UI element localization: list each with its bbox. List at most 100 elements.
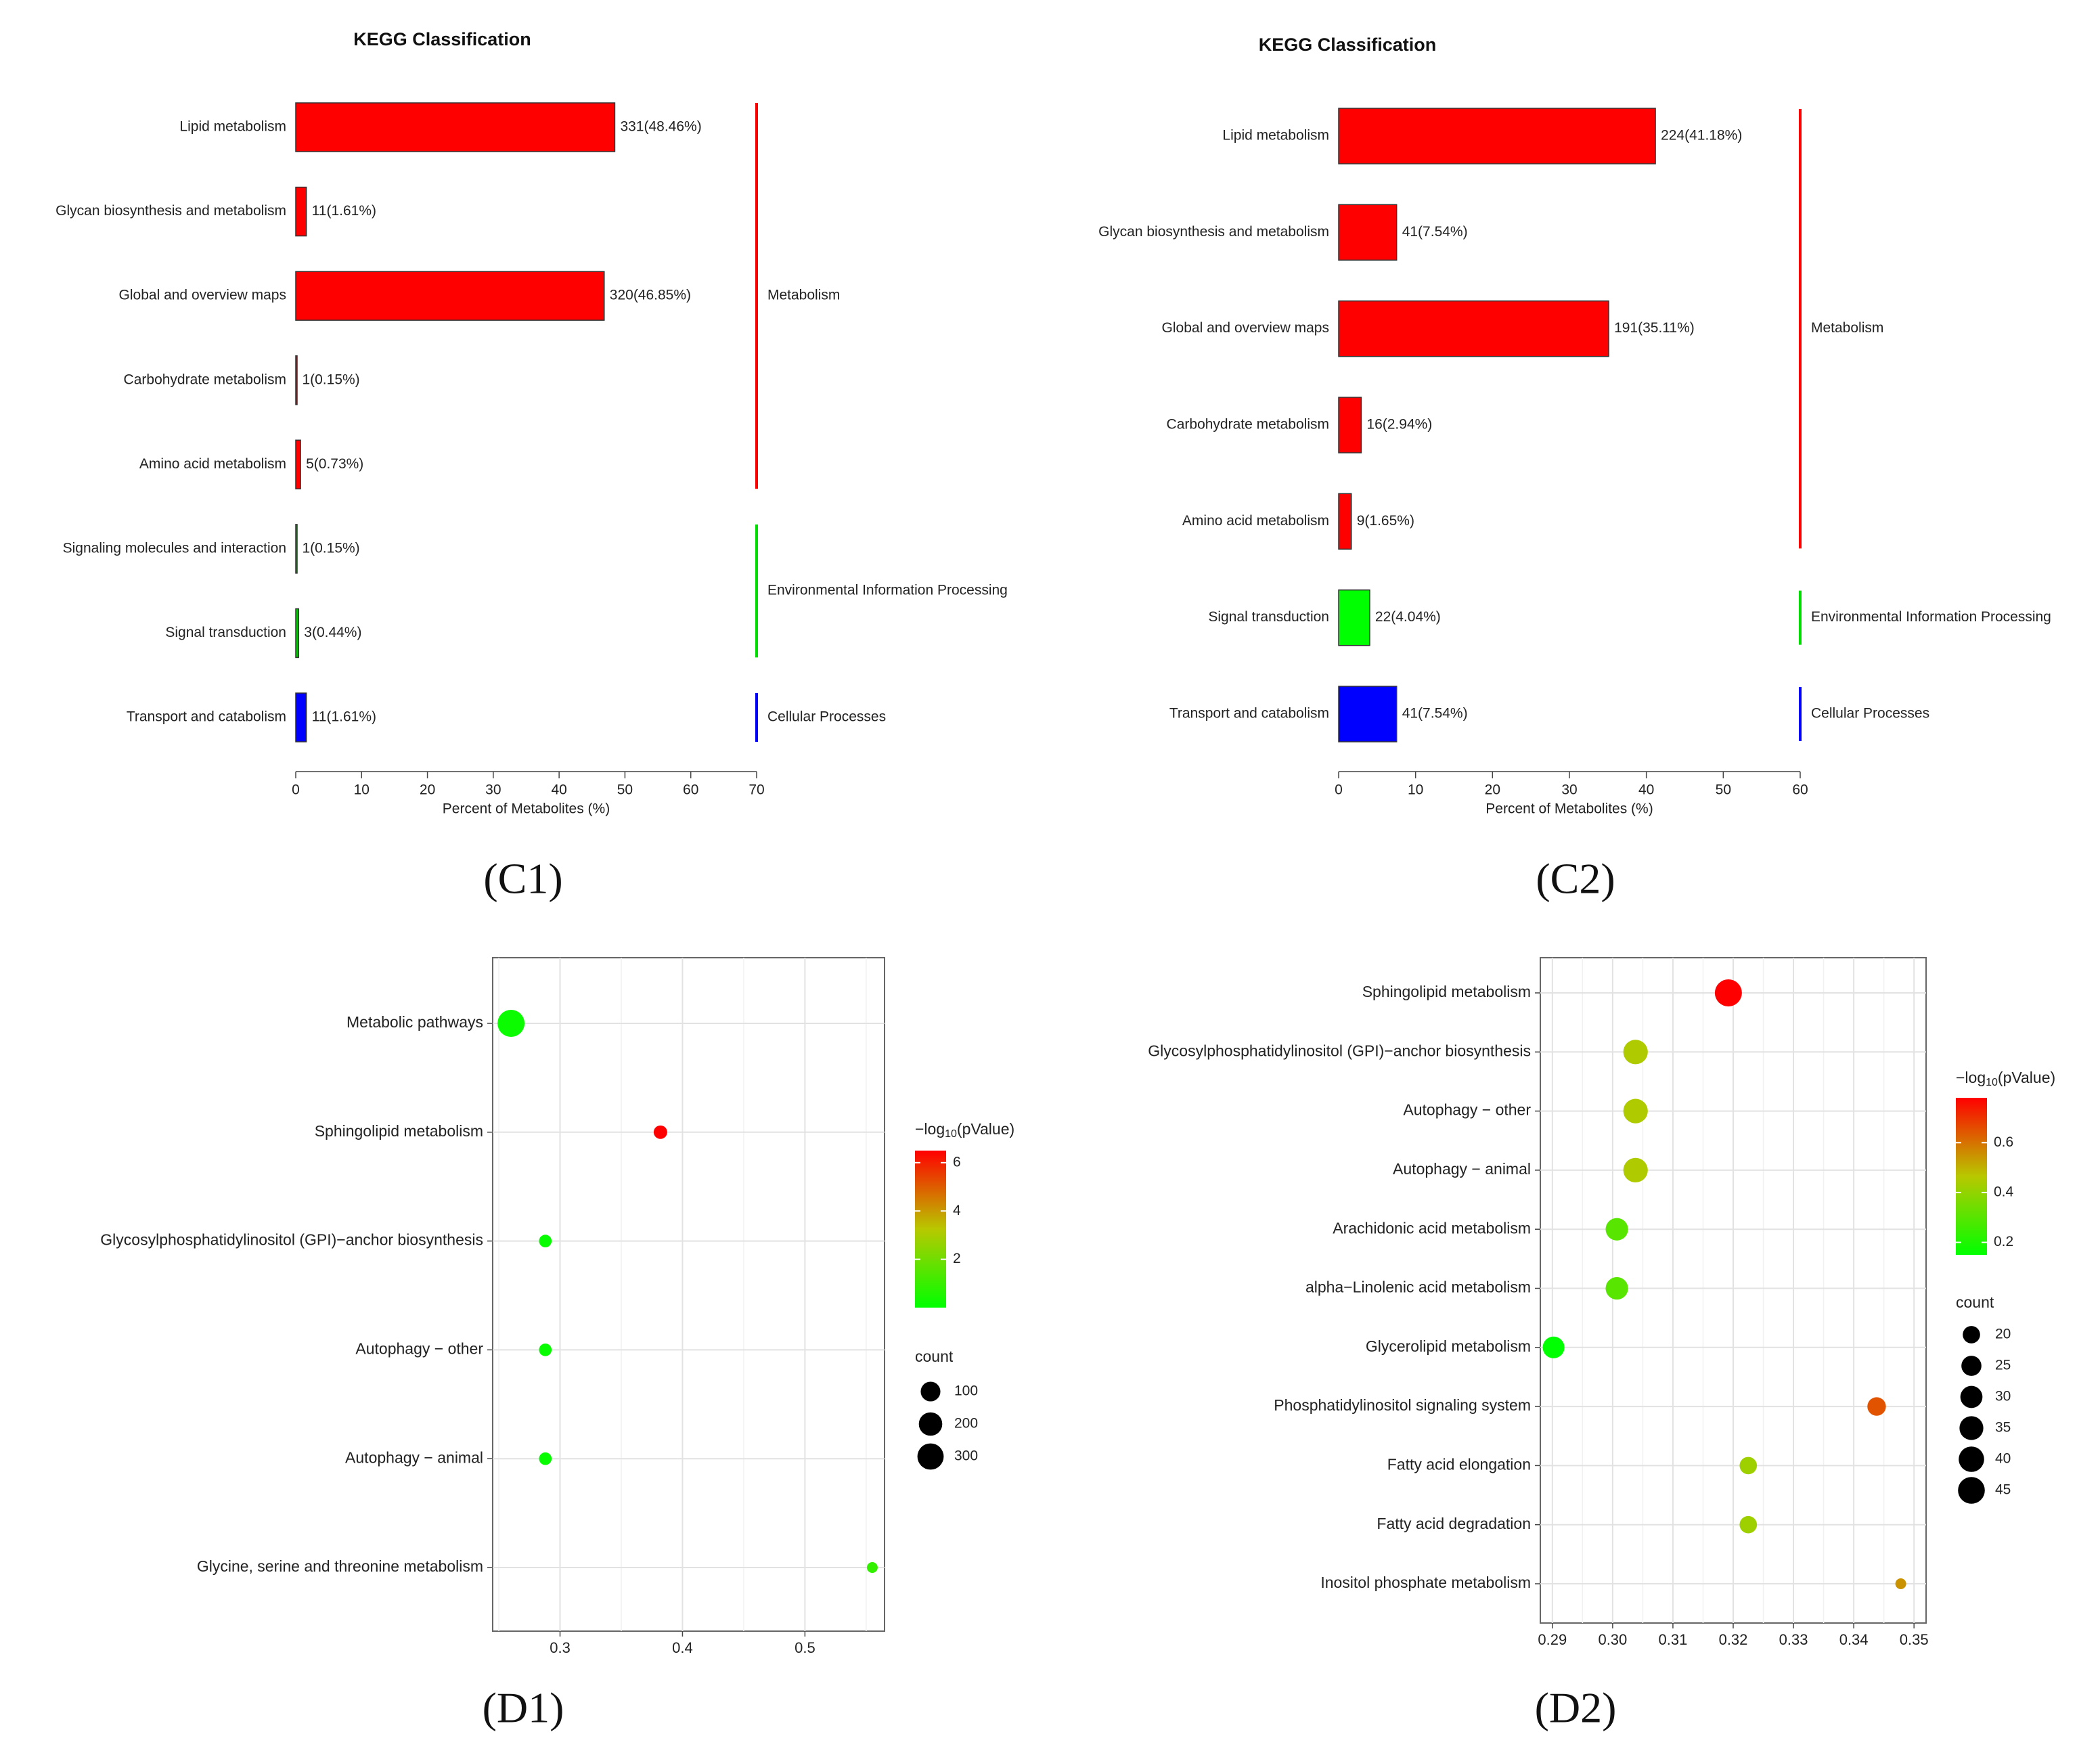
bar-value-label: 22(4.04%) (1375, 609, 1441, 625)
category-label-glycine-serine-and-threonine-metabolism: Glycine, serine and threonine metabolism (197, 1557, 483, 1575)
bubble-chart-D2: Sphingolipid metabolism Glycosylphosphati… (1148, 957, 2055, 1648)
bar-carbohydrate-metabolism (1338, 397, 1362, 453)
bar-signal-transduction (295, 608, 300, 659)
x-axis-title: Percent of Metabolites (%) (1485, 801, 1653, 817)
color-legend-label: 0.2 (1994, 1234, 2013, 1249)
x-tick-label: 0.32 (1719, 1631, 1748, 1648)
bar-global-and-overview-maps (1338, 300, 1609, 357)
color-legend-title: −log10(pValue) (915, 1120, 1014, 1140)
point-autophagy-other (1623, 1098, 1648, 1124)
category-label-amino-acid-metabolism: Amino acid metabolism (139, 456, 286, 472)
x-axis-title: Percent of Metabolites (%) (443, 801, 610, 817)
chart-title: KEGG Classification (353, 29, 531, 49)
point-metabolic-pathways (497, 1010, 525, 1037)
size-legend-dot (918, 1412, 943, 1436)
x-tick-label: 50 (617, 782, 633, 798)
bar-carbohydrate-metabolism (295, 355, 298, 405)
x-tick-label: 40 (1638, 782, 1654, 798)
bar-value-label: 320(46.85%) (610, 288, 691, 303)
x-tick-label: 10 (1408, 782, 1423, 798)
point-sphingolipid-metabolism (1714, 979, 1742, 1006)
x-tick-label: 0.31 (1659, 1631, 1688, 1648)
bar-signal-transduction (1338, 589, 1370, 646)
bar-value-label: 224(41.18%) (1661, 128, 1742, 143)
category-label-sphingolipid-metabolism: Sphingolipid metabolism (315, 1122, 483, 1140)
color-legend-label: 6 (953, 1154, 961, 1170)
bar-value-label: 16(2.94%) (1366, 417, 1432, 432)
point-autophagy-animal (1623, 1157, 1648, 1183)
size-legend-label: 35 (1995, 1420, 2011, 1436)
category-label-global-and-overview-maps: Global and overview maps (119, 288, 286, 303)
point-phosphatidylinositol-signaling-system (1867, 1397, 1886, 1416)
point-arachidonic-acid-metabolism (1605, 1218, 1628, 1241)
bubble-chart-D1: Metabolic pathways Sphingolipid metabolis… (100, 957, 1014, 1656)
size-legend-title: count (915, 1348, 954, 1365)
size-legend-dot (1959, 1416, 1984, 1440)
size-legend-dot (920, 1381, 941, 1402)
size-legend-label: 30 (1995, 1389, 2011, 1404)
size-legend-dot (1960, 1385, 1983, 1408)
x-tick-label: 0.33 (1779, 1631, 1808, 1648)
point-glycerolipid-metabolism (1542, 1336, 1565, 1358)
category-label-amino-acid-metabolism: Amino acid metabolism (1182, 513, 1329, 529)
group-label-cellular-processes: Cellular Processes (1811, 706, 1929, 721)
category-label-signal-transduction: Signal transduction (165, 625, 286, 640)
point-fatty-acid-elongation (1739, 1457, 1758, 1475)
category-label-fatty-acid-degradation: Fatty acid degradation (1377, 1515, 1531, 1532)
category-label-lipid-metabolism: Lipid metabolism (179, 119, 286, 135)
color-legend-bar (1956, 1098, 1987, 1255)
bar-value-label: 1(0.15%) (302, 372, 359, 387)
x-tick-label: 20 (1485, 782, 1500, 798)
group-label-cellular-processes: Cellular Processes (767, 709, 886, 725)
point-inositol-phosphate-metabolism (1895, 1578, 1906, 1589)
bar-signaling-molecules-and-interaction (295, 524, 298, 574)
bar-glycan-biosynthesis-and-metabolism (295, 186, 307, 237)
panel-label: (C2) (1536, 855, 1615, 903)
category-label-arachidonic-acid-metabolism: Arachidonic acid metabolism (1333, 1219, 1531, 1237)
x-tick-label: 20 (420, 782, 435, 798)
category-label-autophagy-other: Autophagy − other (1403, 1101, 1531, 1119)
point-glycosylphosphatidylinositol-gpi-anchor-biosynthesis (1623, 1040, 1648, 1065)
size-legend-label: 100 (954, 1383, 978, 1399)
bar-global-and-overview-maps (295, 271, 605, 321)
category-label-autophagy-other: Autophagy − other (355, 1339, 483, 1357)
size-legend-dot (1963, 1326, 1980, 1343)
panel-label: (D2) (1535, 1684, 1617, 1732)
size-legend-label: 200 (954, 1416, 978, 1431)
category-label-autophagy-animal: Autophagy − animal (345, 1448, 483, 1466)
category-label-glycerolipid-metabolism: Glycerolipid metabolism (1366, 1337, 1531, 1355)
bar-amino-acid-metabolism (1338, 493, 1352, 550)
category-label-transport-and-catabolism: Transport and catabolism (1169, 706, 1329, 721)
bar-lipid-metabolism (1338, 108, 1656, 164)
point-sphingolipid-metabolism (653, 1125, 667, 1139)
panel-label: (C1) (483, 855, 562, 903)
bar-value-label: 9(1.65%) (1357, 513, 1414, 529)
category-label-global-and-overview-maps: Global and overview maps (1162, 320, 1329, 336)
color-legend-label: 2 (953, 1251, 961, 1266)
category-label-signal-transduction: Signal transduction (1208, 609, 1329, 625)
size-legend-label: 300 (954, 1448, 978, 1464)
category-label-alpha-linolenic-acid-metabolism: alpha−Linolenic acid metabolism (1305, 1279, 1531, 1296)
category-label-carbohydrate-metabolism: Carbohydrate metabolism (124, 372, 286, 387)
x-tick-label: 30 (1561, 782, 1577, 798)
bar-chart-C2: KEGG Classification Lipid metabolism 224(4… (1098, 35, 2051, 816)
color-legend-title: −log10(pValue) (1956, 1069, 2055, 1088)
point-glycine-serine-and-threonine-metabolism (866, 1562, 878, 1573)
x-tick-label: 0.30 (1598, 1631, 1627, 1648)
size-legend-dot (1958, 1477, 1985, 1504)
group-label-environmental-information-processing: Environmental Information Processing (1811, 609, 2051, 625)
point-glycosylphosphatidylinositol-gpi-anchor-biosynthesis (539, 1235, 552, 1247)
size-legend-title: count (1956, 1293, 1994, 1311)
bar-transport-and-catabolism (295, 692, 307, 742)
x-tick-label: 0.29 (1538, 1631, 1567, 1648)
x-tick-label: 60 (1792, 782, 1808, 798)
size-legend-dot (917, 1443, 944, 1470)
bar-amino-acid-metabolism (295, 439, 301, 490)
category-label-sphingolipid-metabolism: Sphingolipid metabolism (1362, 983, 1531, 1000)
point-alpha-linolenic-acid-metabolism (1605, 1276, 1628, 1300)
bar-value-label: 5(0.73%) (306, 456, 363, 472)
point-autophagy-animal (539, 1452, 552, 1465)
category-label-transport-and-catabolism: Transport and catabolism (127, 709, 286, 725)
category-label-glycan-biosynthesis-and-metabolism: Glycan biosynthesis and metabolism (55, 203, 286, 219)
x-tick-label: 40 (551, 782, 566, 798)
